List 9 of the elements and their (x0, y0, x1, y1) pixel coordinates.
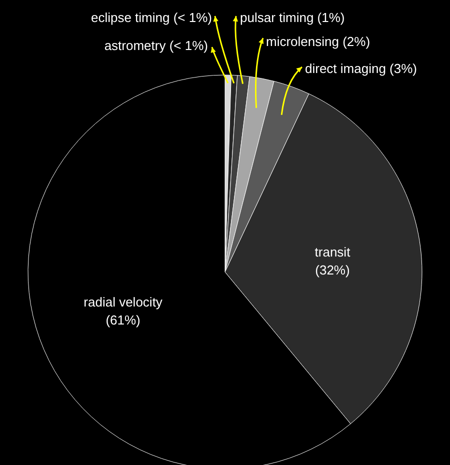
slice-label: pulsar timing (1%) (240, 10, 345, 25)
slice-label: direct imaging (3%) (305, 61, 417, 76)
data-label: (32%) (315, 262, 350, 278)
data-label: (61%) (106, 312, 140, 328)
slice-label: transit (314, 244, 351, 260)
slice-label: astrometry (< 1%) (104, 38, 208, 53)
slice-label: eclipse timing (< 1%) (90, 10, 212, 25)
slice-label: radial velocity (84, 294, 163, 310)
slice-label: microlensing (2%) (266, 34, 370, 49)
